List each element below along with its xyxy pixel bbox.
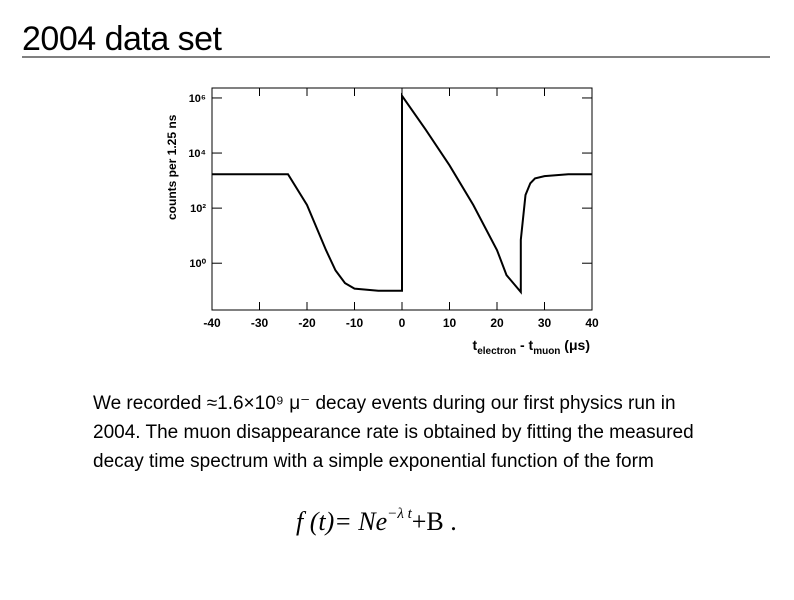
data-line xyxy=(212,92,592,295)
x-tick-label: -30 xyxy=(251,316,269,330)
x-tick-label: 30 xyxy=(538,316,552,330)
x-axis-label-part: (μs) xyxy=(560,337,590,353)
slide-title: 2004 data set xyxy=(22,20,223,58)
x-tick-label: -40 xyxy=(203,316,221,330)
body-line: decay time spectrum with a simple expone… xyxy=(93,451,654,472)
formula-tail: +B . xyxy=(412,507,457,536)
x-tick-label: -20 xyxy=(298,316,316,330)
x-tick-label: -10 xyxy=(346,316,364,330)
y-tick-label: 10⁶ xyxy=(189,93,206,105)
x-axis-label: telectron - tmuon (μs) xyxy=(473,337,590,357)
y-tick-label: 10² xyxy=(190,203,206,215)
x-tick-label: 40 xyxy=(585,316,599,330)
x-tick-label: 10 xyxy=(443,316,457,330)
body-text: We recorded ≈1.6×10⁹ μ⁻ decay events dur… xyxy=(93,393,694,472)
body-line: 2004. The muon disappearance rate is obt… xyxy=(93,422,694,443)
formula-main: f (t)= Ne xyxy=(296,507,387,536)
body-line: We recorded ≈1.6×10⁹ μ⁻ decay events dur… xyxy=(93,393,676,414)
y-tick-label: 10⁴ xyxy=(188,148,206,160)
formula: f (t)= Ne−λ t+B . xyxy=(296,506,457,536)
x-tick-label: 0 xyxy=(399,316,406,330)
x-tick-label: 20 xyxy=(490,316,504,330)
x-axis-label-part: - t xyxy=(516,337,533,353)
x-axis-label-part: electron xyxy=(477,346,516,357)
formula-exponent: −λ t xyxy=(387,506,412,522)
y-tick-label: 10⁰ xyxy=(189,258,206,270)
x-axis-label-part: muon xyxy=(533,346,560,357)
x-axis-label-part: t xyxy=(473,337,478,353)
y-axis-label: counts per 1.25 ns xyxy=(165,114,179,220)
